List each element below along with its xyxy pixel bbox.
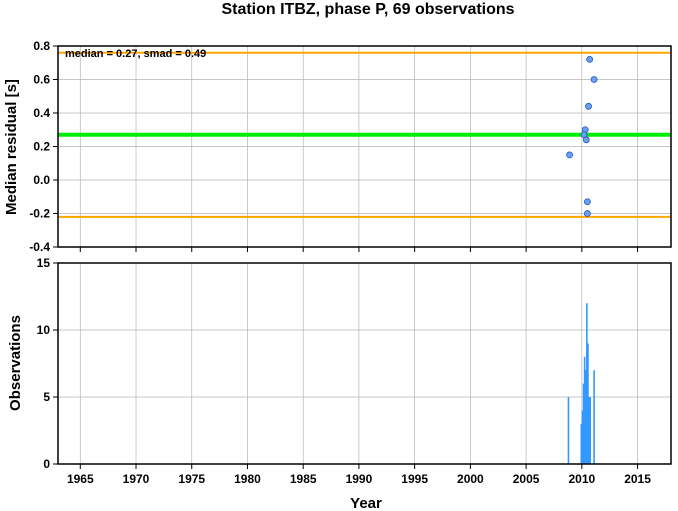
observations-x-ticks: 1965 1970 1975 1980 1985 1990 1995 2000 2005 2010… <box>67 464 651 486</box>
stats-annotation: median = 0.27, smad = 0.49 <box>65 48 206 60</box>
y-tick-label: -0.2 <box>29 207 50 221</box>
x-tick-label: 1980 <box>234 472 261 486</box>
observation-bar <box>589 397 591 464</box>
residual-point <box>582 136 590 144</box>
observation-bar <box>582 383 585 464</box>
y-tick-label: 0 <box>43 457 50 471</box>
chart-title: Station ITBZ, phase P, 69 observations <box>221 1 514 18</box>
observation-bar <box>583 356 586 464</box>
y-tick-label: 15 <box>37 256 51 270</box>
y-tick-label: 0.4 <box>33 106 50 120</box>
observations-y-axis-label: Observations <box>7 315 24 411</box>
residual-point <box>584 210 591 217</box>
y-tick-label: -0.4 <box>29 240 50 254</box>
x-tick-label: 1985 <box>290 472 317 486</box>
x-tick-label: 1990 <box>346 472 373 486</box>
x-tick-label: 2005 <box>513 472 540 486</box>
residual-point <box>590 76 598 83</box>
x-tick-label: 2010 <box>568 472 595 486</box>
observations-y-ticks: 0 5 10 15 <box>37 256 58 471</box>
residual-point <box>584 198 591 206</box>
reference-lines <box>58 51 671 218</box>
residual-point <box>586 56 594 63</box>
x-tick-label: 2000 <box>457 472 484 486</box>
x-axis-label: Year <box>350 495 382 511</box>
residual-point <box>585 102 592 110</box>
residual-x-ticks <box>79 247 639 252</box>
observation-bar <box>586 303 588 464</box>
residual-panel: -0.4 -0.2 0.0 0.2 0.4 0.6 0.8 median = 0.27, s… <box>3 39 672 254</box>
y-tick-label: 0.6 <box>33 73 50 87</box>
observations-panel: 0 5 10 15 1965 1970 1975 1980 1985 1990 1995 2000 2… <box>7 256 672 511</box>
observation-bar <box>593 370 595 464</box>
y-tick-label: 10 <box>37 323 51 337</box>
y-tick-label: 5 <box>43 390 50 404</box>
residual-y-ticks: -0.4 -0.2 0.0 0.2 0.4 0.6 0.8 <box>29 39 58 254</box>
observations-frame <box>57 262 672 465</box>
y-tick-label: 0.0 <box>33 173 50 187</box>
observations-grid <box>58 262 671 465</box>
observation-bar <box>567 397 570 464</box>
observation-bars <box>567 303 595 464</box>
residual-point <box>566 151 573 159</box>
observation-bar <box>584 370 587 464</box>
observation-bar <box>587 343 589 464</box>
x-tick-label: 1995 <box>401 472 428 486</box>
x-tick-label: 1965 <box>67 472 94 486</box>
observation-bar <box>581 410 584 464</box>
observation-bar <box>580 423 583 464</box>
residual-points <box>566 56 598 217</box>
x-tick-label: 2015 <box>624 472 651 486</box>
y-tick-label: 0.8 <box>33 39 50 53</box>
residual-y-axis-label: Median residual [s] <box>3 79 20 215</box>
x-tick-label: 1970 <box>123 472 150 486</box>
x-tick-label: 1975 <box>178 472 205 486</box>
y-tick-label: 0.2 <box>33 140 50 154</box>
observation-bar <box>588 397 590 464</box>
